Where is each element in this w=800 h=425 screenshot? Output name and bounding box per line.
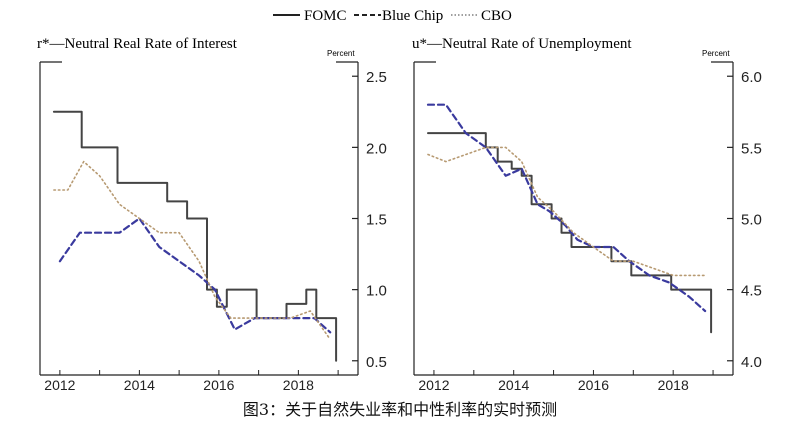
- x-tick-label: 2016: [203, 377, 234, 393]
- x-tick-label: 2012: [418, 377, 449, 393]
- chart-title: u*—Neutral Rate of Unemployment: [412, 36, 632, 52]
- chart-title: r*—Neutral Real Rate of Interest: [37, 36, 238, 52]
- y-tick-label: 0.5: [366, 354, 387, 371]
- x-tick-label: 2014: [124, 377, 155, 393]
- plot-area: 4.0 4.5 5.0 5.5 6.0 2012 2014 2016 2018: [413, 61, 762, 393]
- series-blue-chip-line: [58, 217, 332, 334]
- y-tick-label: 5.5: [741, 140, 762, 157]
- legend: FOMC Blue Chip CBO: [273, 8, 512, 24]
- series-fomc-line: [52, 110, 338, 362]
- y-tick-label: 5.0: [741, 212, 762, 229]
- x-tick-label: 2012: [44, 377, 75, 393]
- y-tick-label: 2.0: [366, 140, 387, 157]
- y-tick-label: 4.5: [741, 283, 762, 300]
- x-tick-label: 2016: [578, 377, 609, 393]
- legend-blue-chip-label: Blue Chip: [382, 8, 443, 24]
- chart-neutral-unemployment: u*—Neutral Rate of Unemployment Percent …: [412, 36, 762, 393]
- series-blue-chip-line: [426, 103, 707, 313]
- unit-label: Percent: [327, 49, 355, 58]
- series-fomc-line: [427, 132, 713, 334]
- plot-area: 0.5 1.0 1.5 2.0 2.5 2012 2014 2016 2018: [39, 61, 387, 393]
- figure-caption: 图3：关于自然失业率和中性利率的实时预测: [242, 400, 558, 419]
- unit-label: Percent: [702, 49, 730, 58]
- chart-neutral-real-rate: r*—Neutral Real Rate of Interest Percent…: [37, 36, 387, 393]
- legend-fomc-label: FOMC: [304, 8, 347, 24]
- series-cbo-line: [53, 160, 332, 341]
- x-tick-label: 2018: [283, 377, 314, 393]
- x-tick-label: 2018: [658, 377, 689, 393]
- legend-cbo-label: CBO: [481, 8, 512, 24]
- y-tick-label: 1.5: [366, 212, 387, 229]
- y-tick-label: 2.5: [366, 69, 387, 86]
- y-tick-label: 6.0: [741, 69, 762, 86]
- y-tick-label: 1.0: [366, 283, 387, 300]
- x-tick-label: 2014: [498, 377, 529, 393]
- y-tick-label: 4.0: [741, 354, 762, 371]
- series-cbo-line: [427, 146, 706, 277]
